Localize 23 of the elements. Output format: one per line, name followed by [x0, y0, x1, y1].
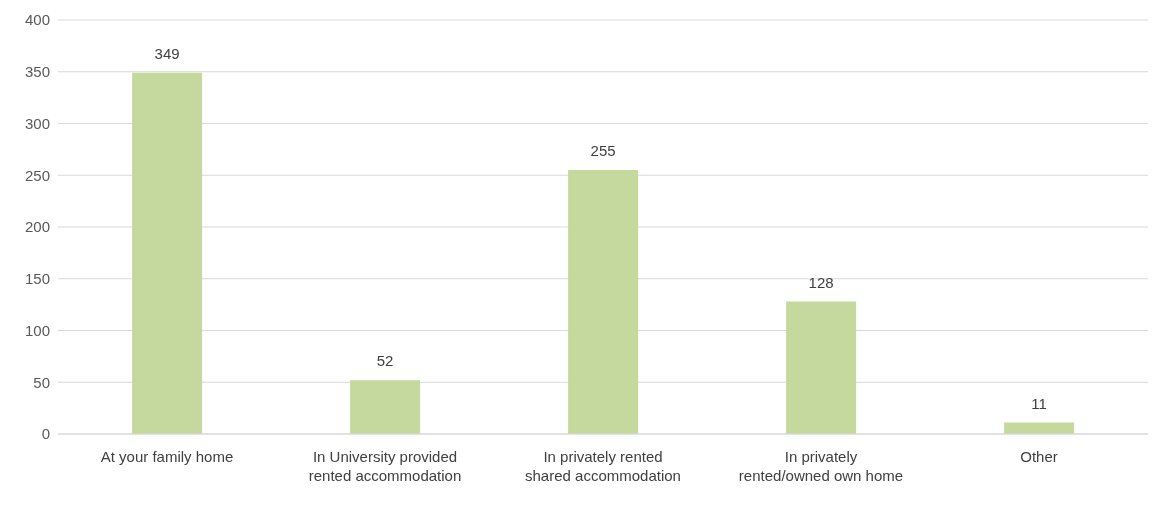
data-label: 52	[376, 352, 394, 370]
data-label: 128	[808, 273, 834, 291]
y-tick-label: 250	[24, 166, 50, 184]
y-tick-label: 400	[24, 11, 50, 29]
bar	[350, 380, 421, 434]
data-label: 255	[590, 142, 616, 160]
y-tick-label: 150	[24, 270, 50, 288]
y-tick-label: 350	[24, 63, 50, 81]
y-tick-label: 200	[24, 218, 50, 236]
y-tick-label: 0	[41, 425, 50, 443]
bar	[568, 170, 639, 434]
y-tick-label: 100	[24, 321, 50, 339]
data-label: 349	[154, 44, 180, 62]
x-tick-label: In University provided rented accommodation	[308, 448, 462, 484]
x-tick-label: At your family home	[100, 448, 234, 465]
x-tick-label: In privately rented/owned own home	[738, 448, 904, 484]
x-tick-label: Other	[1020, 448, 1058, 465]
data-label: 11	[1031, 394, 1047, 412]
bar	[786, 301, 857, 434]
y-tick-label: 50	[33, 373, 50, 391]
x-tick-label: In privately rented shared accommodation	[525, 448, 681, 484]
y-tick-label: 300	[24, 114, 50, 132]
bar	[132, 72, 203, 434]
